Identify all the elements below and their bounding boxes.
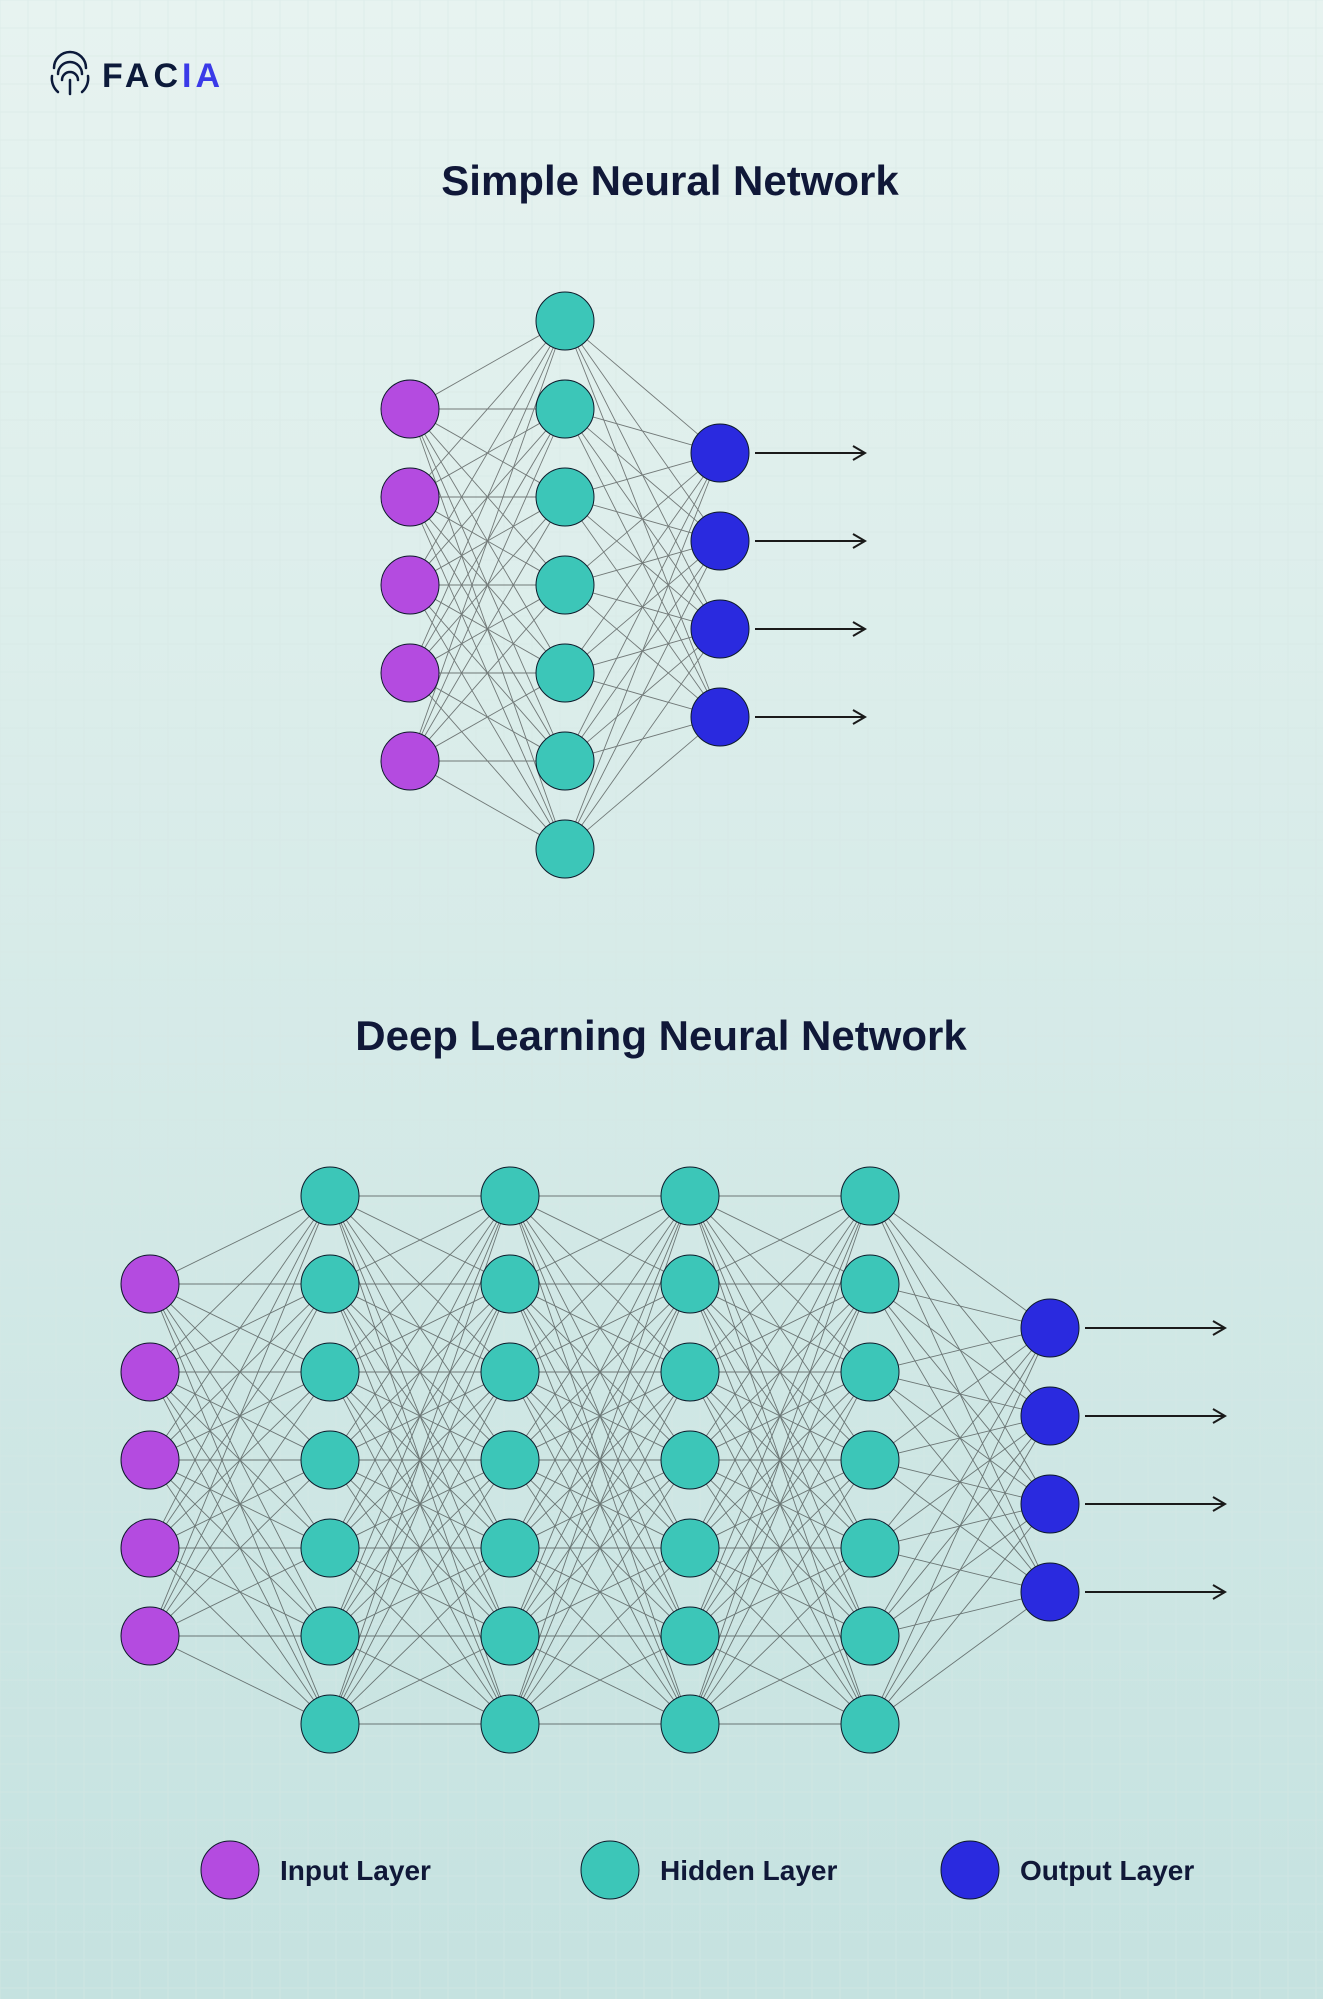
legend-swatch-output xyxy=(941,1841,999,1899)
hidden-node xyxy=(481,1167,539,1225)
input-node xyxy=(121,1431,179,1489)
hidden-node xyxy=(661,1431,719,1489)
input-node xyxy=(381,732,439,790)
hidden-node xyxy=(481,1431,539,1489)
output-node xyxy=(1021,1387,1079,1445)
hidden-node xyxy=(841,1431,899,1489)
input-node xyxy=(121,1607,179,1665)
output-node xyxy=(1021,1299,1079,1357)
input-node xyxy=(381,644,439,702)
hidden-node xyxy=(661,1519,719,1577)
hidden-node xyxy=(301,1431,359,1489)
output-node xyxy=(691,600,749,658)
input-node xyxy=(381,380,439,438)
legend-label-output: Output Layer xyxy=(1020,1855,1194,1886)
output-node xyxy=(1021,1475,1079,1533)
input-node xyxy=(381,556,439,614)
hidden-node xyxy=(661,1607,719,1665)
legend-swatch-hidden xyxy=(581,1841,639,1899)
hidden-node xyxy=(841,1255,899,1313)
hidden-node xyxy=(481,1255,539,1313)
hidden-node xyxy=(661,1343,719,1401)
output-node xyxy=(691,512,749,570)
hidden-node xyxy=(301,1167,359,1225)
hidden-node xyxy=(301,1607,359,1665)
hidden-node xyxy=(841,1695,899,1753)
hidden-node xyxy=(661,1255,719,1313)
hidden-node xyxy=(536,468,594,526)
hidden-node xyxy=(301,1695,359,1753)
hidden-node xyxy=(841,1167,899,1225)
legend-label-input: Input Layer xyxy=(280,1855,431,1886)
hidden-node xyxy=(481,1695,539,1753)
hidden-node xyxy=(841,1607,899,1665)
hidden-node xyxy=(661,1695,719,1753)
hidden-node xyxy=(301,1343,359,1401)
hidden-node xyxy=(841,1519,899,1577)
brand-wordmark: FACIA xyxy=(102,57,224,95)
section-title: Deep Learning Neural Network xyxy=(355,1012,967,1059)
hidden-node xyxy=(536,820,594,878)
section-title: Simple Neural Network xyxy=(441,157,899,204)
legend-label-hidden: Hidden Layer xyxy=(660,1855,837,1886)
hidden-node xyxy=(536,556,594,614)
input-node xyxy=(121,1519,179,1577)
diagram-svg: FACIA Simple Neural Network Deep Learning … xyxy=(0,0,1323,1999)
hidden-node xyxy=(536,644,594,702)
diagram-root: FACIA Simple Neural Network Deep Learning … xyxy=(0,0,1323,1999)
hidden-node xyxy=(481,1343,539,1401)
input-node xyxy=(381,468,439,526)
output-node xyxy=(691,424,749,482)
input-node xyxy=(121,1343,179,1401)
hidden-node xyxy=(841,1343,899,1401)
legend-swatch-input xyxy=(201,1841,259,1899)
hidden-node xyxy=(536,292,594,350)
output-node xyxy=(1021,1563,1079,1621)
hidden-node xyxy=(301,1255,359,1313)
hidden-node xyxy=(481,1519,539,1577)
hidden-node xyxy=(661,1167,719,1225)
hidden-node xyxy=(481,1607,539,1665)
hidden-node xyxy=(301,1519,359,1577)
hidden-node xyxy=(536,380,594,438)
hidden-node xyxy=(536,732,594,790)
output-node xyxy=(691,688,749,746)
background xyxy=(0,0,1323,1999)
input-node xyxy=(121,1255,179,1313)
